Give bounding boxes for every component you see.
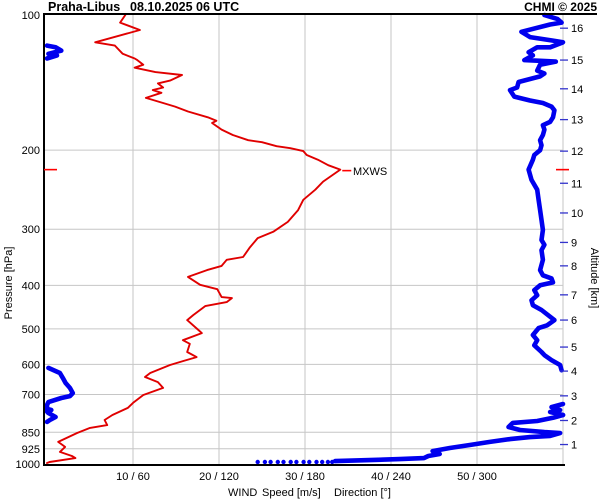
altitude-tick-label: 5 xyxy=(571,342,577,354)
pressure-tick-label: 400 xyxy=(22,280,40,292)
altitude-tick-label: 14 xyxy=(571,84,583,96)
wind-direction-curve-segment xyxy=(44,365,76,425)
wind-direction-dot xyxy=(320,459,325,465)
altitude-tick-label: 1 xyxy=(571,440,577,452)
pressure-tick-label: 850 xyxy=(22,427,40,439)
wind-direction-dot xyxy=(314,459,319,465)
altitude-ticks: 16 15 14 13 12 11 10 9 8 7 6 5 4 3 2 1 xyxy=(560,23,583,452)
wind-speed-curve xyxy=(46,14,342,464)
wind-tick-label: 50 / 300 xyxy=(457,471,497,483)
altitude-tick-label: 8 xyxy=(571,261,577,273)
altitude-tick-label: 9 xyxy=(571,237,577,249)
altitude-tick-label: 4 xyxy=(571,366,577,378)
pressure-tick-label: 300 xyxy=(22,224,40,236)
mxws-markers xyxy=(44,168,569,172)
pressure-tick-label: 200 xyxy=(22,145,40,157)
altitude-tick-label: 11 xyxy=(571,178,582,190)
wind-legend-label: WIND xyxy=(228,487,257,499)
wind-direction-dot xyxy=(275,459,280,465)
pressure-tick-labels: 100 200 300 400 500 600 700 850 925 1000 xyxy=(16,10,40,471)
wind-direction-dot xyxy=(307,459,312,465)
altitude-tick-label: 2 xyxy=(571,415,577,427)
wind-direction-dot xyxy=(294,459,299,465)
wind-direction-curve-segment xyxy=(44,43,64,61)
wind-direction-dot xyxy=(281,459,286,465)
mxws-label: MXWS xyxy=(353,166,387,178)
altitude-tick-label: 6 xyxy=(571,315,577,327)
altitude-tick-label: 12 xyxy=(571,146,583,158)
altitude-tick-label: 3 xyxy=(571,391,577,403)
wind-direction-dot xyxy=(325,459,331,465)
altitude-tick-label: 7 xyxy=(571,290,577,302)
wind-direction-dot xyxy=(262,459,268,465)
pressure-tick-label: 1000 xyxy=(16,459,40,471)
wind-direction-curve-segment xyxy=(332,412,566,464)
wind-direction-dot xyxy=(268,459,273,465)
pressure-tick-label: 100 xyxy=(22,10,40,22)
direction-legend-label: Direction [°] xyxy=(334,487,391,499)
curves xyxy=(44,12,566,465)
wind-direction-curve-segment xyxy=(547,401,566,418)
station-name: Praha-Libus xyxy=(48,0,120,14)
copyright-credit: CHMI © 2025 xyxy=(524,0,597,14)
wind-direction-dot xyxy=(288,459,293,465)
wind-tick-label: 40 / 240 xyxy=(371,471,411,483)
wind-direction-dot xyxy=(301,459,306,465)
altitude-tick-label: 13 xyxy=(571,115,583,127)
wind-tick-label: 30 / 180 xyxy=(285,471,325,483)
altitude-tick-label: 10 xyxy=(571,208,583,220)
wind-tick-label: 10 / 60 xyxy=(116,471,150,483)
wind-tick-labels: 10 / 60 20 / 120 30 / 180 40 / 240 50 / 300 xyxy=(116,471,497,483)
pressure-axis-title: Pressure [hPa] xyxy=(3,247,15,320)
pressure-tick-label: 925 xyxy=(22,444,40,456)
altitude-axis-title: Altitude [km] xyxy=(588,248,600,309)
pressure-tick-label: 500 xyxy=(22,324,40,336)
wind-direction-dot xyxy=(330,459,335,465)
wind-direction-dot xyxy=(255,459,260,465)
pressure-tick-label: 700 xyxy=(22,389,40,401)
sounding-datetime: 08.10.2025 06 UTC xyxy=(130,0,239,14)
altitude-tick-label: 15 xyxy=(571,55,583,67)
wind-tick-label: 20 / 120 xyxy=(199,471,239,483)
altitude-tick-label: 16 xyxy=(571,23,583,35)
speed-legend-label: Speed [m/s] xyxy=(262,487,321,499)
gridlines xyxy=(44,14,564,465)
wind-direction-curve-segment xyxy=(507,12,566,373)
pressure-tick-label: 600 xyxy=(22,359,40,371)
